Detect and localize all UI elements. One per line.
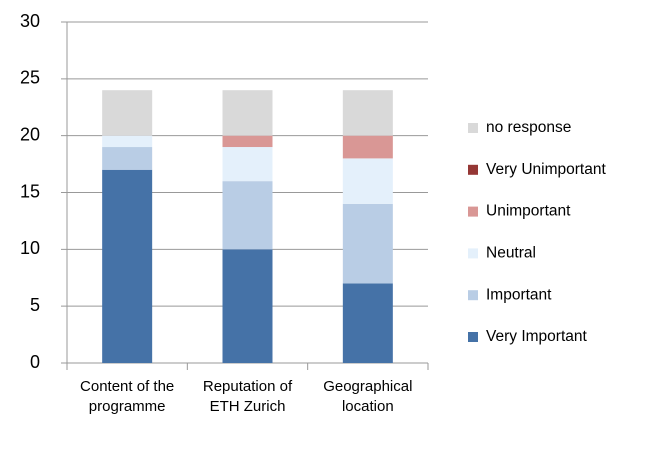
x-tick-label: Geographical location	[323, 378, 413, 415]
legend-label: Important	[486, 286, 552, 303]
bar-segment	[222, 181, 273, 250]
y-tick-label: 15	[20, 181, 40, 201]
legend-label: Very Unimportant	[486, 161, 606, 178]
y-tick-label: 10	[20, 238, 40, 258]
bar-segment	[222, 147, 273, 182]
legend-label: Neutral	[486, 244, 536, 261]
legend-swatch	[468, 164, 478, 175]
y-tick-label: 25	[20, 68, 40, 88]
legend-swatch	[468, 123, 478, 133]
bar-segment	[222, 90, 273, 136]
y-tick-label: 5	[30, 295, 40, 315]
y-tick-label: 30	[20, 11, 40, 31]
bar-segment	[222, 249, 273, 363]
x-tick-label: Reputation of ETH Zurich	[202, 378, 293, 415]
x-tick-label: Content of the programme	[80, 378, 175, 415]
bar-segment	[342, 283, 393, 363]
y-tick-label: 20	[20, 124, 40, 144]
bar-segment	[222, 135, 273, 148]
bar-segment	[342, 203, 393, 284]
legend-swatch	[468, 248, 478, 259]
y-tick-label: 0	[30, 352, 40, 372]
bar-segment	[102, 169, 153, 363]
bar-segment	[102, 90, 153, 136]
legend-swatch	[468, 206, 478, 217]
bar-segment	[342, 135, 393, 159]
legend-swatch	[468, 332, 478, 342]
legend-label: Unimportant	[486, 203, 571, 220]
legend-label: no response	[486, 119, 571, 136]
bar-segment	[342, 158, 393, 204]
legend-swatch	[468, 290, 478, 301]
legend-label: Very Important	[486, 328, 587, 345]
bar-segment	[102, 147, 153, 170]
bar-segment	[342, 90, 393, 136]
bar-segment	[102, 135, 153, 148]
